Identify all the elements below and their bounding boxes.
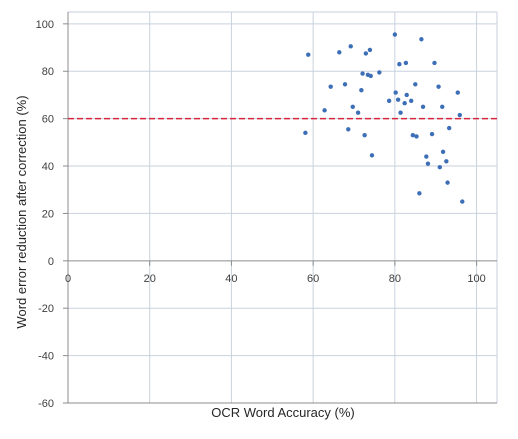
data-point [455, 90, 460, 95]
data-point [322, 108, 327, 113]
data-point [369, 153, 375, 158]
y-tick-label: 40 [42, 161, 54, 173]
y-tick-label: 80 [42, 66, 54, 78]
data-point [359, 88, 364, 93]
axes [63, 12, 497, 404]
data-point [393, 90, 398, 95]
data-point [457, 112, 463, 118]
data-point [404, 92, 409, 98]
data-point [368, 73, 373, 79]
data-point [437, 165, 442, 170]
data-point [460, 199, 465, 204]
data-point [350, 104, 355, 109]
data-point [392, 32, 398, 37]
data-point [328, 84, 333, 89]
tick-labels: -60 -40 -20 0 20 40 60 80 100 0 20 40 60 80 100 [36, 19, 486, 410]
x-axis-title: OCR Word Accuracy (%) [211, 405, 355, 420]
data-point [425, 161, 431, 166]
data-points [303, 32, 465, 204]
data-point [306, 52, 311, 57]
data-point [419, 37, 424, 42]
data-point [445, 180, 450, 185]
data-point [446, 125, 452, 131]
data-point [346, 127, 351, 132]
data-point [444, 159, 449, 164]
data-point [429, 131, 435, 137]
x-tick-label: 0 [65, 273, 71, 285]
data-point [409, 98, 414, 104]
data-point [362, 133, 367, 138]
data-point [440, 104, 445, 109]
data-point [413, 82, 418, 87]
y-tick-label: 0 [48, 256, 54, 268]
data-point [397, 61, 402, 67]
data-point [367, 47, 373, 53]
data-point [420, 104, 426, 109]
data-point [436, 84, 441, 89]
data-point [403, 60, 409, 66]
grid-lines [68, 11, 498, 404]
data-point [386, 98, 392, 104]
data-point [303, 130, 308, 136]
x-tick-label: 60 [307, 273, 319, 285]
data-point [440, 149, 446, 155]
y-tick-label: -40 [38, 351, 54, 363]
data-point [377, 70, 382, 75]
data-point [355, 110, 361, 115]
data-point [360, 71, 365, 76]
x-tick-label: 40 [225, 273, 237, 285]
data-point [417, 191, 422, 196]
x-tick-label: 20 [144, 273, 156, 285]
data-point [395, 97, 401, 102]
data-point [424, 154, 429, 159]
data-point [342, 82, 348, 87]
y-tick-label: 20 [42, 208, 54, 220]
data-point [402, 101, 407, 106]
x-tick-label: 100 [467, 273, 485, 285]
data-point [363, 51, 369, 56]
data-point [432, 60, 437, 66]
y-tick-label: -60 [38, 398, 54, 410]
data-point [398, 110, 403, 115]
y-tick-label: 60 [42, 114, 54, 126]
data-point [414, 134, 419, 139]
data-point [410, 133, 416, 138]
y-axis-title: Word error reduction after correction (%… [14, 95, 29, 328]
y-tick-label: 100 [36, 19, 54, 31]
y-tick-label: -20 [38, 303, 54, 315]
data-point [348, 44, 353, 49]
data-point [337, 50, 342, 55]
x-tick-label: 80 [389, 273, 401, 285]
